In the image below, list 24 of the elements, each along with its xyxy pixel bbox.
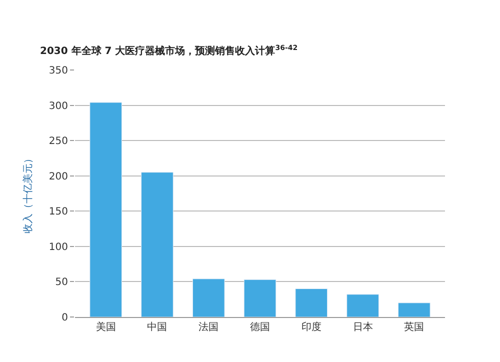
x-tick-label: 日本: [352, 321, 373, 333]
y-tick-label: 0: [62, 312, 68, 324]
bar: [192, 278, 225, 317]
y-tick-label: 200: [48, 171, 68, 182]
bar: [398, 302, 430, 317]
x-tick-label: 中国: [147, 321, 168, 333]
y-tick-label: 50: [55, 277, 68, 288]
bar: [346, 294, 379, 317]
chart-title: 2030 年全球 7 大医疗器械市场，预测销售收入计算$^{36-42}$: [40, 44, 298, 58]
x-tick-label: 印度: [301, 321, 322, 333]
bar: [90, 102, 122, 317]
y-tick-label: 150: [48, 206, 68, 218]
y-tick-label: 100: [48, 242, 68, 253]
y-axis-title: 收入（十亿美元）: [22, 154, 34, 234]
bar: [295, 288, 328, 317]
x-tick-label: 德国: [250, 322, 270, 333]
y-tick-label: 350: [48, 66, 68, 76]
x-tick-label: 英国: [404, 321, 424, 333]
x-tick-label: 法国: [198, 321, 219, 333]
bar: [244, 279, 276, 317]
bar: [141, 172, 174, 317]
x-tick-label: 美国: [96, 321, 116, 333]
y-tick-label: 250: [48, 136, 68, 148]
y-tick-label: 300: [48, 100, 68, 112]
